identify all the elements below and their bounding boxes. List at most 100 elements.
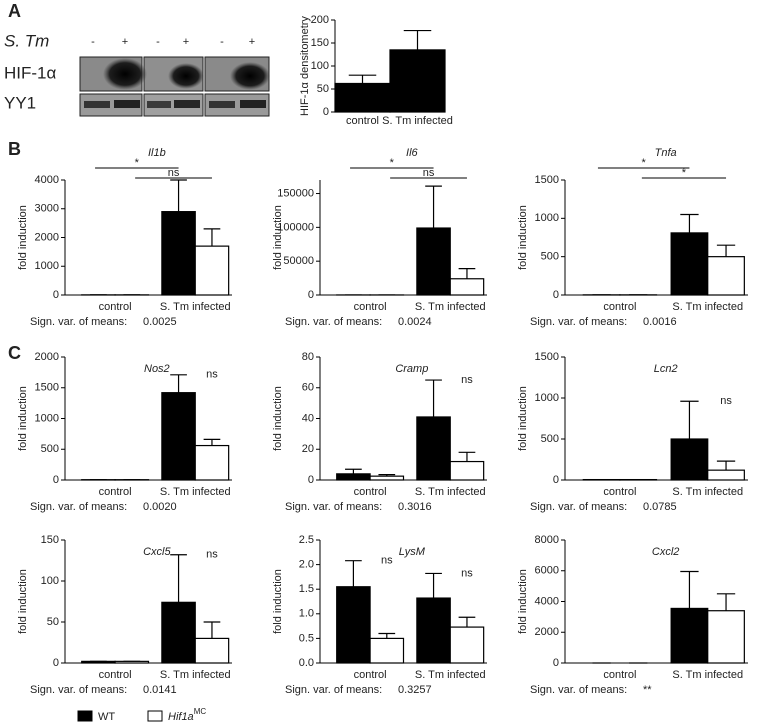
x-tick-label: control <box>99 301 132 313</box>
y-tick-label: 0 <box>553 657 559 669</box>
blot-band <box>230 62 270 90</box>
y-tick-label: 4000 <box>35 174 59 186</box>
bar <box>449 460 485 481</box>
blot-band <box>114 100 140 108</box>
x-tick-label: S. Tm infected <box>672 486 743 498</box>
y-tick-label: 0 <box>553 289 559 301</box>
annotation: ns <box>206 549 218 561</box>
bar <box>707 610 745 664</box>
y-tick-label: 8000 <box>535 534 559 546</box>
bar <box>369 475 405 481</box>
legend-label: WT <box>98 711 115 723</box>
significance-label: Sign. var. of means: <box>530 316 627 328</box>
panel-label: C <box>8 343 21 363</box>
bar <box>194 637 230 664</box>
chart-title: Tnfa <box>655 147 677 159</box>
significance-label: Sign. var. of means: <box>530 684 627 696</box>
y-tick-label: 2.5 <box>299 534 314 546</box>
x-tick-label: control <box>354 669 387 681</box>
y-tick-label: 500 <box>541 433 559 445</box>
comparison-label: * <box>135 157 140 169</box>
y-axis-label: fold induction <box>517 386 529 451</box>
bar <box>416 227 451 296</box>
blot-box <box>143 93 204 117</box>
x-tick-label: S. Tm infected <box>415 301 486 313</box>
y-axis-label: HIF-1α densitometry <box>299 16 311 116</box>
y-tick-label: 1000 <box>35 412 59 424</box>
lane-label: + <box>183 36 189 48</box>
y-tick-label: 0 <box>308 289 314 301</box>
lane-label: + <box>249 36 255 48</box>
blot-band <box>240 100 266 108</box>
comparison-label: ns <box>168 167 180 179</box>
panel-label: A <box>8 1 21 21</box>
lane-label: - <box>156 36 160 48</box>
y-tick-label: 60 <box>302 382 314 394</box>
significance-label: Sign. var. of means: <box>30 684 127 696</box>
y-axis-label: fold induction <box>517 205 529 270</box>
bar <box>670 438 709 481</box>
bar <box>194 444 230 481</box>
significance-value: 0.0020 <box>143 501 177 513</box>
bar <box>707 469 745 481</box>
annotation: ns <box>206 369 218 381</box>
y-tick-label: 1000 <box>35 260 59 272</box>
legend-label: Hif1aMC <box>168 707 206 723</box>
x-tick-label: control <box>603 669 636 681</box>
blot-band <box>174 100 200 108</box>
annotation: ns <box>461 374 473 386</box>
y-axis-label: fold induction <box>17 386 29 451</box>
significance-value: 0.0016 <box>643 316 677 328</box>
legend: WT Hif1aMC <box>77 707 206 723</box>
bar <box>114 660 150 664</box>
y-tick-label: 0 <box>53 289 59 301</box>
y-tick-label: 40 <box>302 412 314 424</box>
panel-label: B <box>8 139 21 159</box>
y-axis-label: fold induction <box>272 569 284 634</box>
bar <box>449 278 485 296</box>
y-tick-label: 150 <box>41 534 59 546</box>
bar <box>161 601 196 664</box>
y-axis-label: fold induction <box>272 205 284 270</box>
y-tick-label: 2.0 <box>299 559 314 571</box>
y-tick-label: 50 <box>47 616 59 628</box>
chart-title: Cramp <box>395 363 428 375</box>
bar <box>670 232 709 296</box>
lane-label: + <box>122 36 128 48</box>
x-tick-label: S. Tm infected <box>160 669 231 681</box>
y-tick-label: 0.0 <box>299 657 314 669</box>
y-tick-label: 1500 <box>535 174 559 186</box>
x-tick-label: control <box>603 486 636 498</box>
bar <box>416 597 451 664</box>
y-tick-label: 0 <box>308 474 314 486</box>
comparison-label: * <box>642 157 647 169</box>
significance-value: 0.3257 <box>398 684 432 696</box>
x-tick-label: control <box>354 486 387 498</box>
significance-label: Sign. var. of means: <box>530 501 627 513</box>
annotation: ns <box>720 395 732 407</box>
x-tick-label: S. Tm infected <box>415 486 486 498</box>
blot-band <box>84 101 110 108</box>
y-tick-label: 0.5 <box>299 632 314 644</box>
significance-value: 0.3016 <box>398 501 432 513</box>
y-tick-label: 1000 <box>535 392 559 404</box>
bar <box>707 256 745 296</box>
significance-value: 0.0785 <box>643 501 677 513</box>
x-tick-label: S. Tm infected <box>160 486 231 498</box>
y-tick-label: 2000 <box>535 626 559 638</box>
y-tick-label: 1.0 <box>299 608 314 620</box>
chart-title: Il1b <box>148 147 166 159</box>
bar <box>334 82 391 113</box>
bar <box>449 626 485 664</box>
y-tick-label: 0 <box>53 657 59 669</box>
chart-title: Lcn2 <box>654 363 678 375</box>
bar <box>161 392 196 481</box>
annotation: ns <box>381 555 393 567</box>
y-tick-label: 50 <box>317 83 329 95</box>
x-tick-label: control <box>346 115 379 127</box>
y-tick-label: 20 <box>302 443 314 455</box>
lane-label: - <box>220 36 224 48</box>
chart-title: Nos2 <box>144 363 170 375</box>
y-tick-label: 150000 <box>277 187 314 199</box>
